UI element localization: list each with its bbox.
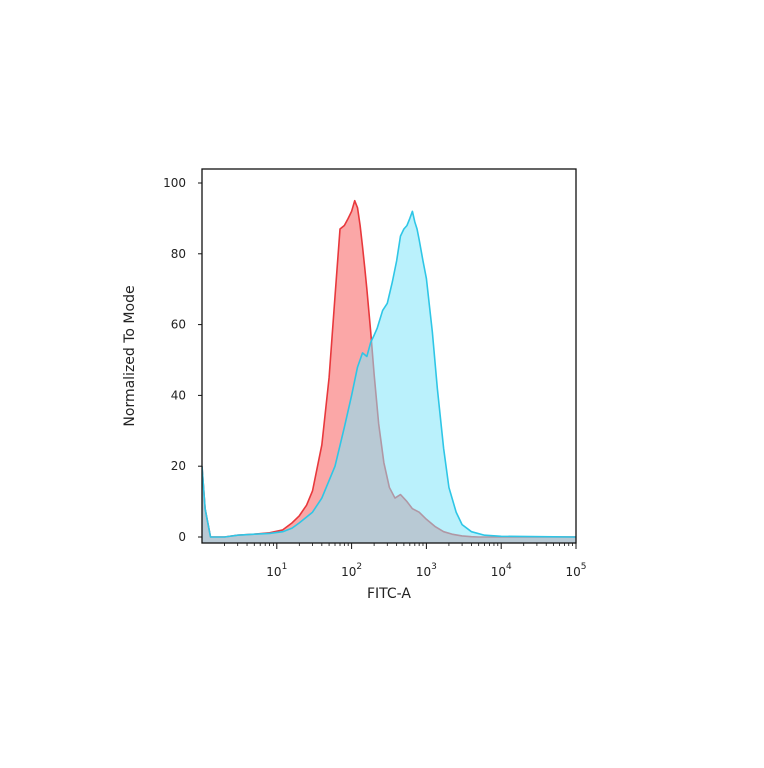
series-2-line [202, 210, 576, 538]
y-tick-label: 100 [163, 176, 186, 190]
x-tick-label: 104 [491, 562, 512, 579]
y-axis-ticks: 0 20 40 60 80 100 [163, 176, 202, 544]
x-tick-label: 101 [266, 562, 287, 579]
y-axis-title: Normalized To Mode [122, 285, 138, 426]
y-tick-label: 80 [171, 247, 186, 261]
x-axis-ticks: 101 102 103 104 105 [224, 543, 587, 579]
y-tick-label: 40 [171, 388, 186, 402]
y-tick-label: 0 [178, 530, 186, 544]
y-tick-label: 60 [171, 318, 186, 332]
x-tick-label: 105 [565, 562, 586, 579]
x-tick-label: 102 [341, 562, 362, 579]
x-tick-label: 103 [416, 562, 437, 579]
series-layer [202, 199, 576, 543]
series-2-area [202, 211, 576, 543]
plot-frame [201, 168, 577, 544]
x-axis-title: FITC-A [367, 586, 411, 602]
y-tick-label: 20 [171, 459, 186, 473]
